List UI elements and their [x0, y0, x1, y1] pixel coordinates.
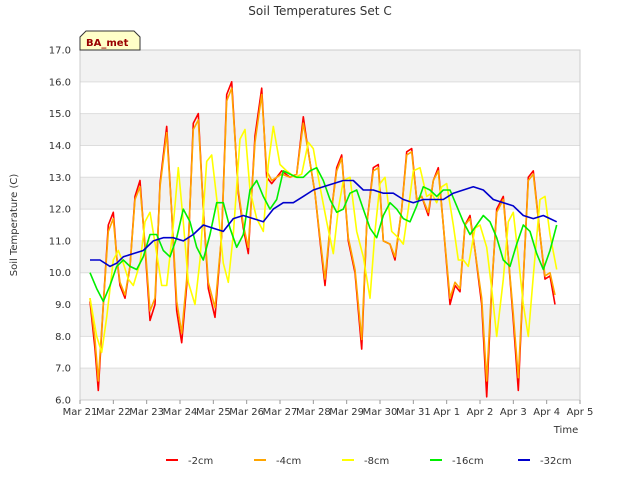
- band: [80, 177, 580, 210]
- legend-item: -2cm: [166, 456, 213, 467]
- background-bands: [80, 50, 580, 400]
- y-tick-label: 15.0: [49, 109, 71, 120]
- x-tick-label: Mar 24: [163, 407, 198, 418]
- station-tag: BA_met: [79, 30, 141, 51]
- y-tick-label: 16.0: [49, 77, 71, 88]
- x-tick-label: Mar 26: [229, 407, 264, 418]
- y-tick-label: 13.0: [49, 173, 71, 184]
- x-tick-label: Apr 1: [433, 407, 460, 418]
- y-tick-label: 11.0: [49, 236, 71, 247]
- x-tick-label: Mar 27: [263, 407, 298, 418]
- legend: -2cm -4cm -8cm -16cm -32cm: [166, 456, 572, 467]
- x-tick-label: Mar 30: [363, 407, 398, 418]
- x-tick-label: Apr 5: [567, 407, 594, 418]
- y-tick-label: 12.0: [49, 205, 71, 216]
- legend-label: -4cm: [276, 456, 301, 467]
- series-line-32cm: [90, 179, 558, 268]
- chart-title: Soil Temperatures Set C: [248, 4, 391, 18]
- series-line-16cm: [89, 166, 558, 303]
- series-line-8cm: [89, 125, 558, 354]
- legend-label: -2cm: [188, 456, 213, 467]
- legend-label: -32cm: [540, 456, 572, 467]
- plot-frame: [79, 49, 581, 401]
- legend-item: -32cm: [518, 456, 572, 467]
- y-tick-label: 10.0: [49, 268, 71, 279]
- y-axis-title: Soil Temperature (C): [9, 174, 20, 277]
- legend-item: -16cm: [430, 456, 484, 467]
- y-tick-label: 17.0: [49, 46, 71, 57]
- x-tick-label: Mar 23: [129, 407, 164, 418]
- legend-label: -8cm: [364, 456, 389, 467]
- x-tick-label: Apr 2: [467, 407, 494, 418]
- x-tick-label: Mar 22: [96, 407, 131, 418]
- band: [80, 50, 580, 82]
- x-axis-title: Time: [553, 425, 578, 436]
- y-tick-label: 9.0: [55, 300, 71, 311]
- x-tick-label: Apr 3: [500, 407, 527, 418]
- y-tick-label: 7.0: [55, 364, 71, 375]
- x-tick-label: Mar 31: [396, 407, 431, 418]
- band: [80, 304, 580, 337]
- station-tag-label: BA_met: [86, 38, 129, 49]
- legend-label: -16cm: [452, 456, 484, 467]
- x-tick-label: Mar 25: [196, 407, 231, 418]
- y-tick-label: 6.0: [55, 396, 71, 407]
- y-tick-label: 14.0: [49, 141, 71, 152]
- legend-item: -4cm: [254, 456, 301, 467]
- x-tick-label: Apr 4: [533, 407, 560, 418]
- station-tag-box: [79, 30, 141, 51]
- y-tick-label: 8.0: [55, 332, 71, 343]
- band: [80, 368, 580, 400]
- x-tick-label: Mar 29: [329, 407, 364, 418]
- legend-item: -8cm: [342, 456, 389, 467]
- series-line-4cm: [89, 87, 556, 382]
- band: [80, 113, 580, 146]
- band: [80, 240, 580, 273]
- x-tick-label: Mar 28: [296, 407, 331, 418]
- y-axis-ticks: 6.0 7.0 8.0 9.0 10.0 11.0 12.0 13.0 14.0 15.0 16.0…: [49, 46, 71, 407]
- x-tick-label: Mar 21: [63, 407, 98, 418]
- series-layer: [89, 81, 558, 398]
